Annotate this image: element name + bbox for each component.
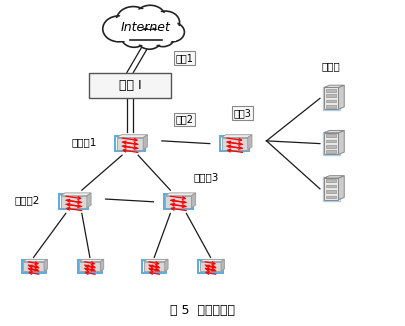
Polygon shape <box>144 261 165 271</box>
Polygon shape <box>326 150 337 153</box>
Circle shape <box>137 7 163 28</box>
Polygon shape <box>222 135 252 138</box>
Bar <box>116 30 176 41</box>
Polygon shape <box>79 259 104 261</box>
Polygon shape <box>248 135 252 150</box>
Polygon shape <box>165 259 168 271</box>
Polygon shape <box>339 130 344 155</box>
Polygon shape <box>23 259 47 261</box>
Polygon shape <box>324 176 344 178</box>
Polygon shape <box>326 196 337 198</box>
Circle shape <box>153 30 173 45</box>
Circle shape <box>162 24 183 40</box>
Circle shape <box>139 31 160 48</box>
Circle shape <box>135 5 166 30</box>
Text: 设备 I: 设备 I <box>119 79 141 92</box>
Polygon shape <box>117 138 143 150</box>
Circle shape <box>103 16 135 42</box>
Text: 交换朱2: 交换朱2 <box>15 195 40 205</box>
Polygon shape <box>326 89 337 92</box>
Polygon shape <box>324 178 339 200</box>
Polygon shape <box>326 190 337 193</box>
Polygon shape <box>326 94 337 97</box>
Polygon shape <box>326 185 337 187</box>
Polygon shape <box>339 85 344 109</box>
Text: 位由1: 位由1 <box>175 53 193 63</box>
Polygon shape <box>143 135 147 150</box>
Polygon shape <box>165 193 196 196</box>
Polygon shape <box>100 259 104 271</box>
Text: 交换朱1: 交换朱1 <box>71 137 96 147</box>
Text: 图 5  网络结构图: 图 5 网络结构图 <box>170 304 235 317</box>
Polygon shape <box>200 259 224 261</box>
Circle shape <box>123 28 145 46</box>
Polygon shape <box>144 259 168 261</box>
Circle shape <box>152 29 174 47</box>
Circle shape <box>137 30 162 49</box>
Polygon shape <box>324 130 344 133</box>
Polygon shape <box>44 259 47 271</box>
Polygon shape <box>79 261 100 271</box>
Circle shape <box>151 11 179 34</box>
Polygon shape <box>61 196 87 208</box>
Text: 位由3: 位由3 <box>234 108 252 118</box>
Polygon shape <box>221 259 224 271</box>
Polygon shape <box>326 105 337 108</box>
Text: Internet: Internet <box>120 22 171 35</box>
Text: 交换朱3: 交换朱3 <box>194 172 219 183</box>
FancyBboxPatch shape <box>89 73 171 98</box>
Polygon shape <box>324 85 344 87</box>
Polygon shape <box>61 193 91 196</box>
Circle shape <box>116 7 150 34</box>
Circle shape <box>121 27 147 47</box>
Polygon shape <box>23 261 44 271</box>
Text: 位由2: 位由2 <box>175 114 194 124</box>
Polygon shape <box>324 133 339 155</box>
Polygon shape <box>324 87 339 109</box>
Polygon shape <box>192 193 196 208</box>
Circle shape <box>119 8 148 32</box>
Polygon shape <box>87 193 91 208</box>
Polygon shape <box>326 179 337 182</box>
Polygon shape <box>200 261 221 271</box>
Polygon shape <box>222 138 248 150</box>
Polygon shape <box>117 135 147 138</box>
Polygon shape <box>326 134 337 137</box>
Circle shape <box>153 13 177 32</box>
Polygon shape <box>326 140 337 142</box>
Circle shape <box>105 18 132 40</box>
Polygon shape <box>339 176 344 200</box>
Polygon shape <box>326 100 337 102</box>
Text: 服务器: 服务器 <box>322 61 341 71</box>
Polygon shape <box>165 196 192 208</box>
Circle shape <box>160 22 184 42</box>
Polygon shape <box>326 145 337 148</box>
